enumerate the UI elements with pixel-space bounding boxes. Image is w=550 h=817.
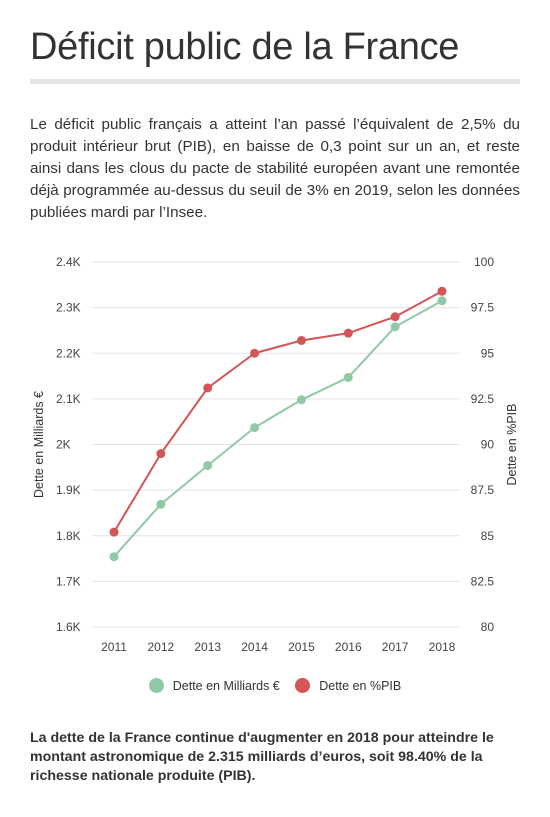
y-right-tick-label: 90 [481, 438, 495, 452]
x-tick-label: 2015 [288, 640, 315, 654]
data-point-milliards [250, 423, 260, 433]
chart-legend: Dette en Milliards € Dette en %PIB [0, 678, 550, 696]
legend-label-pib: Dette en %PIB [319, 678, 402, 693]
x-tick-label: 2011 [101, 640, 127, 654]
y-right-tick-label: 82.5 [471, 574, 495, 588]
title-divider [30, 79, 520, 84]
y-left-tick-label: 1.8K [56, 529, 81, 543]
y-left-tick-label: 2.1K [56, 392, 81, 406]
data-point-pib [390, 312, 400, 322]
y-left-tick-label: 1.9K [56, 483, 81, 497]
x-tick-label: 2017 [382, 640, 409, 654]
legend-dot-pib [295, 678, 311, 693]
y-right-tick-label: 95 [481, 346, 495, 360]
data-point-milliards [156, 499, 166, 509]
data-point-pib [203, 383, 213, 393]
legend-label-milliards: Dette en Milliards € [172, 678, 280, 693]
y-right-tick-label: 97.5 [471, 301, 495, 315]
data-point-pib [296, 335, 306, 345]
x-tick-label: 2013 [194, 640, 221, 654]
data-point-milliards [343, 372, 353, 382]
y-right-tick-label: 92.5 [471, 392, 495, 406]
data-point-milliards [296, 395, 306, 405]
data-point-pib [250, 348, 260, 358]
debt-chart: 1.6K 80 1.7K 82.5 1.8K 85 1.9K 87.5 2K 90 2.1K 92.5… [32, 255, 519, 654]
legend-dot-milliards [148, 678, 164, 693]
x-tick-label: 2018 [429, 640, 456, 654]
y-right-tick-label: 85 [481, 529, 495, 543]
intro-paragraph: Le déficit public français a atteint l’a… [30, 116, 520, 221]
y-left-tick-label: 1.7K [56, 574, 81, 588]
data-point-pib [343, 328, 353, 338]
y-left-tick-label: 2.2K [56, 346, 81, 360]
y-right-tick-label: 80 [481, 620, 495, 634]
y-left-axis-title: Dette en Milliards € [32, 391, 46, 498]
y-right-axis-title: Dette en %PIB [505, 404, 519, 486]
y-right-tick-label: 87.5 [471, 483, 495, 497]
summary-paragraph: La dette de la France continue d'augment… [30, 730, 494, 784]
data-point-milliards [203, 460, 213, 470]
y-left-tick-label: 2.4K [56, 255, 81, 269]
y-left-tick-label: 2.3K [56, 301, 81, 315]
page-title: Déficit public de la France [30, 26, 460, 68]
x-tick-label: 2016 [335, 640, 362, 654]
x-tick-label: 2014 [241, 640, 268, 654]
y-left-tick-label: 1.6K [56, 620, 81, 634]
legend-item-milliards[interactable]: Dette en Milliards € [148, 678, 280, 693]
series-line-pib [113, 290, 443, 533]
data-point-pib [109, 527, 119, 537]
data-point-milliards [109, 552, 119, 562]
x-tick-label: 2012 [148, 640, 175, 654]
y-right-tick-label: 100 [474, 255, 494, 269]
data-point-pib [437, 286, 447, 296]
legend-item-pib[interactable]: Dette en %PIB [295, 678, 401, 693]
data-point-milliards [437, 296, 447, 306]
data-point-milliards [390, 322, 400, 332]
data-point-pib [156, 449, 166, 459]
series-line-milliards [113, 299, 443, 558]
y-left-tick-label: 2K [56, 438, 71, 452]
